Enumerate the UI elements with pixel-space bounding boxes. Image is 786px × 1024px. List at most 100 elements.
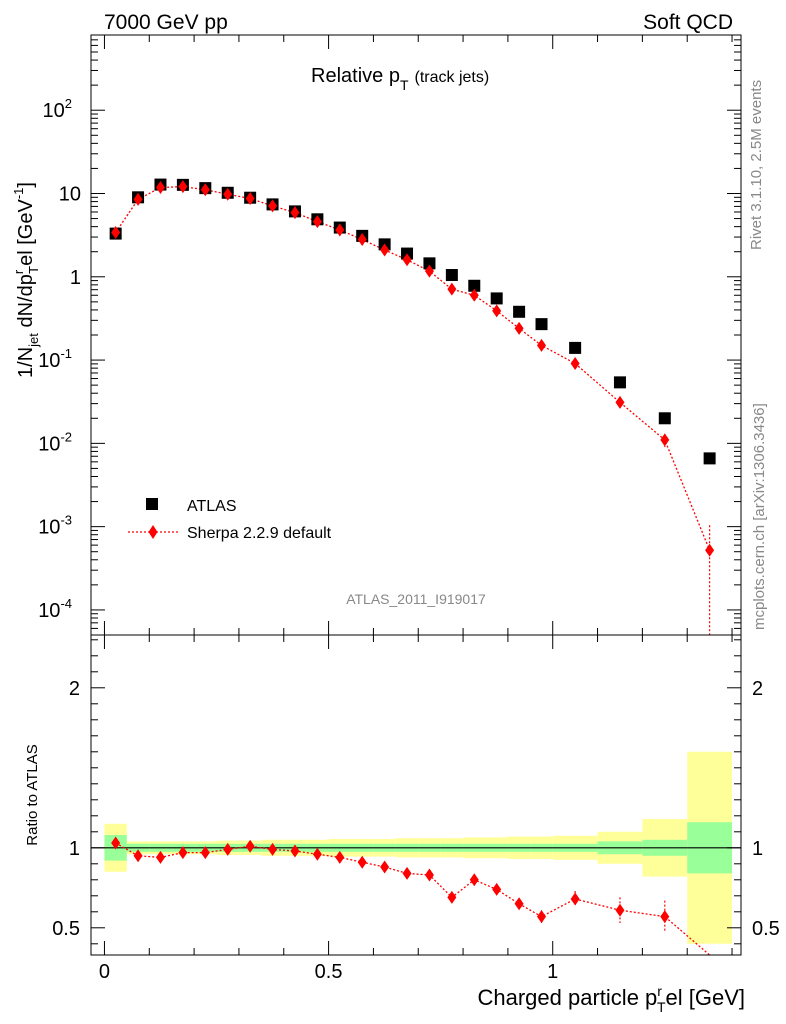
mc-data-point (537, 338, 547, 352)
ratio-mc-point (312, 847, 322, 861)
mc-data-point (223, 187, 233, 201)
ratio-mc-point (357, 855, 367, 869)
ylabel-post: el [GeV (15, 199, 37, 266)
y-tick-label: 10-4 (38, 596, 72, 622)
process-label: Soft QCD (643, 11, 733, 34)
mc-data-point (380, 243, 390, 257)
main-frame (90, 34, 742, 636)
atlas-data-point (613, 376, 626, 389)
mc-data-point (492, 304, 502, 318)
y-tick-label: 10-3 (38, 513, 72, 539)
atlas-data-point (703, 452, 716, 465)
ratio-mc-point (615, 903, 625, 917)
ratio-mc-point (178, 846, 188, 860)
atlas-data-point (468, 279, 481, 292)
ratio-y-tick-label: 1 (69, 838, 80, 860)
ratio-mc-point (245, 839, 255, 853)
legend-mc-label: Sherpa 2.2.9 default (187, 525, 332, 542)
ylabel-pre: 1/N (15, 347, 37, 378)
mc-data-point (268, 199, 278, 213)
rivet-label: Rivet 3.1.10, 2.5M events (748, 80, 765, 250)
ratio-mc-point (133, 849, 143, 863)
xlabel-sup: r (657, 983, 662, 999)
main-ticks: 10-4 10-3 10-2 10-1 1 10 102 (38, 34, 741, 636)
ratio-plot-content (91, 751, 741, 956)
ylabel-sup2: r (11, 269, 26, 274)
x-tick-label: 0.5 (315, 961, 343, 983)
y-tick-label: 10-1 (38, 346, 72, 372)
y-tick-label: 10-2 (38, 429, 72, 455)
ratio-mc-point (380, 860, 390, 874)
mc-data-point (705, 543, 715, 557)
ratio-y-tick-label-right: 0.5 (752, 918, 780, 940)
mc-data-point (514, 321, 524, 335)
y-tick-label: 102 (43, 96, 72, 122)
x-axis-label: Charged particle pr Tel [GeV] (478, 983, 746, 1015)
atlas-data-point (535, 318, 548, 331)
xlabel-pre: Charged particle p (478, 985, 658, 1010)
mc-data-point (357, 233, 367, 247)
ylabel-sub1: jet (26, 333, 41, 348)
mc-data-point (570, 356, 580, 370)
ratio-mc-point (111, 836, 121, 850)
ylabel-mid: dN/dp (15, 274, 37, 333)
ratio-mc-point (290, 844, 300, 858)
xlabel-post: el [GeV] (666, 985, 745, 1010)
analysis-watermark: ATLAS_2011_I919017 (346, 591, 486, 607)
ratio-mc-point (424, 868, 434, 882)
ratio-mc-point (537, 910, 547, 924)
mc-data-point (660, 433, 670, 447)
ratio-mc-point (155, 850, 165, 864)
legend-mc-marker (148, 525, 158, 539)
mc-data-point (200, 183, 210, 197)
atlas-data-point (513, 305, 526, 318)
mc-data-point (178, 180, 188, 194)
ratio-y-tick-label: 2 (69, 678, 80, 700)
ratio-mc-point (402, 866, 412, 880)
energy-label: 7000 GeV pp (104, 11, 228, 34)
y-axis-label: 1/Njet dN/dprTel [GeV-1] (11, 182, 41, 378)
ratio-panel: 0.5 0.5 1 1 2 2 0 0.5 1 Ratio to ATLAS Charged p… (24, 634, 780, 1015)
ratio-mc-point (335, 850, 345, 864)
ratio-mc-point (447, 890, 457, 904)
mc-data-point (335, 223, 345, 237)
ratio-mc-point (268, 842, 278, 856)
mc-data-point (133, 192, 143, 206)
source-label: mcplots.cern.ch [arXiv:1306.3436] (751, 403, 768, 630)
atlas-data-point (658, 412, 671, 425)
mc-data-point (312, 215, 322, 229)
title-suffix: (track jets) (415, 69, 490, 86)
mc-data-point (245, 192, 255, 206)
x-tick-label: 0 (99, 961, 110, 983)
ratio-mc-point (570, 892, 580, 906)
ratio-mc-point (200, 846, 210, 860)
ratio-mc-point (223, 842, 233, 856)
ratio-mc-point (469, 873, 479, 887)
ratio-ticks: 0.5 0.5 1 1 2 2 0 0.5 1 (52, 635, 780, 983)
atlas-data-point (569, 341, 582, 354)
ylabel-sup3: -1 (11, 188, 26, 200)
legend: ATLAS Sherpa 2.2.9 default (128, 498, 332, 542)
ratio-y-axis-label: Ratio to ATLAS (24, 744, 41, 845)
ylabel-sub2: T (26, 266, 41, 274)
ratio-y-tick-label-right: 1 (752, 838, 763, 860)
title-main: Relative p (311, 65, 400, 87)
y-tick-label: 1 (70, 267, 81, 289)
legend-data-marker (146, 498, 158, 510)
mc-series-line (115, 185, 711, 551)
mc-data-point (290, 206, 300, 220)
mc-data-point (447, 282, 457, 296)
ratio-mc-point (660, 910, 670, 924)
ratio-y-tick-label: 0.5 (52, 918, 80, 940)
ylabel-end: ] (15, 182, 37, 188)
mc-data-point (469, 288, 479, 302)
main-plot-content (109, 178, 716, 635)
mc-data-point (111, 226, 121, 240)
mc-data-point (615, 395, 625, 409)
atlas-data-point (490, 292, 503, 305)
legend-data-label: ATLAS (187, 498, 237, 515)
ratio-y-tick-label-right: 2 (752, 678, 763, 700)
atlas-data-point (423, 257, 436, 270)
